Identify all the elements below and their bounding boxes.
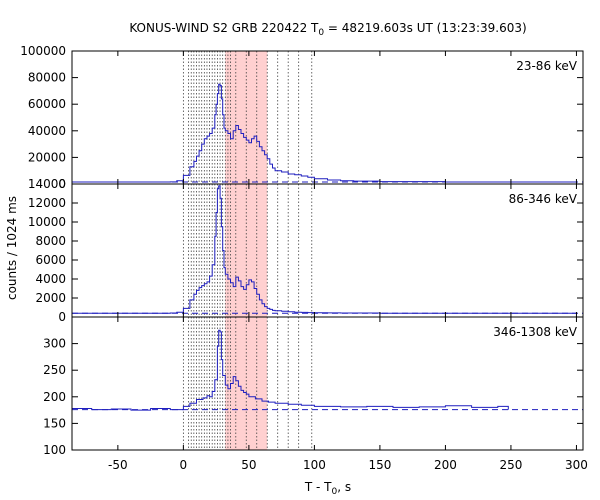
panel-1: 0 20000 40000 60000 80000 100000 23-86 keV <box>20 44 584 191</box>
panel-frame <box>71 183 584 318</box>
x-tick-label: 300 <box>565 458 588 472</box>
y-tick-label: 4000 <box>35 272 66 286</box>
y-tick-label: 8000 <box>35 234 66 248</box>
x-tick-label: -50 <box>108 458 128 472</box>
panel-frame <box>71 50 584 185</box>
chart-title: KONUS-WIND S2 GRB 220422 T0 = 48219.603s… <box>129 21 526 38</box>
xlabel-rest: , s <box>337 480 351 494</box>
y-tick-label: 2000 <box>35 291 66 305</box>
panel-3: 100 150 200 250 300 346-1308 keV <box>43 316 584 457</box>
y-tick-label: 80000 <box>28 71 66 85</box>
y-tick-label: 20000 <box>28 150 66 164</box>
x-axis-label: T - T0, s <box>304 480 351 497</box>
x-tick-label: 150 <box>368 458 391 472</box>
xlabel-subscript: 0 <box>332 487 338 497</box>
energy-band-label: 23-86 keV <box>516 59 578 73</box>
y-tick-label: 200 <box>43 390 66 404</box>
y-tick-label: 300 <box>43 337 66 351</box>
series-line <box>72 329 509 411</box>
title-rest: = 48219.603s UT (13:23:39.603) <box>324 21 527 35</box>
y-tick-label: 10000 <box>28 215 66 229</box>
y-tick-label: 14000 <box>28 177 66 191</box>
energy-band-label: 86-346 keV <box>509 192 578 206</box>
x-tick-label: 200 <box>434 458 457 472</box>
y-tick-label: 100000 <box>20 44 66 58</box>
y-tick-label: 100 <box>43 443 66 457</box>
y-tick-label: 6000 <box>35 253 66 267</box>
y-tick-label: 40000 <box>28 124 66 138</box>
y-tick-label: 250 <box>43 363 66 377</box>
panel-2: 0 2000 4000 6000 8000 10000 12000 14000 86-346 k… <box>28 177 584 324</box>
x-tick-label: 0 <box>180 458 188 472</box>
y-tick-label: 60000 <box>28 97 66 111</box>
title-subscript: 0 <box>318 28 324 38</box>
x-tick-label: 250 <box>499 458 522 472</box>
energy-band-label: 346-1308 keV <box>493 325 577 339</box>
y-axis-label: counts / 1024 ms <box>5 196 19 300</box>
series-line <box>72 83 577 183</box>
series-line <box>72 185 577 314</box>
y-tick-label: 0 <box>58 177 66 191</box>
x-tick-label: 50 <box>241 458 256 472</box>
y-tick-label: 0 <box>58 310 66 324</box>
panel-frame <box>71 316 584 451</box>
y-tick-label: 150 <box>43 416 66 430</box>
y-tick-label: 12000 <box>28 196 66 210</box>
x-tick-label: 100 <box>303 458 326 472</box>
